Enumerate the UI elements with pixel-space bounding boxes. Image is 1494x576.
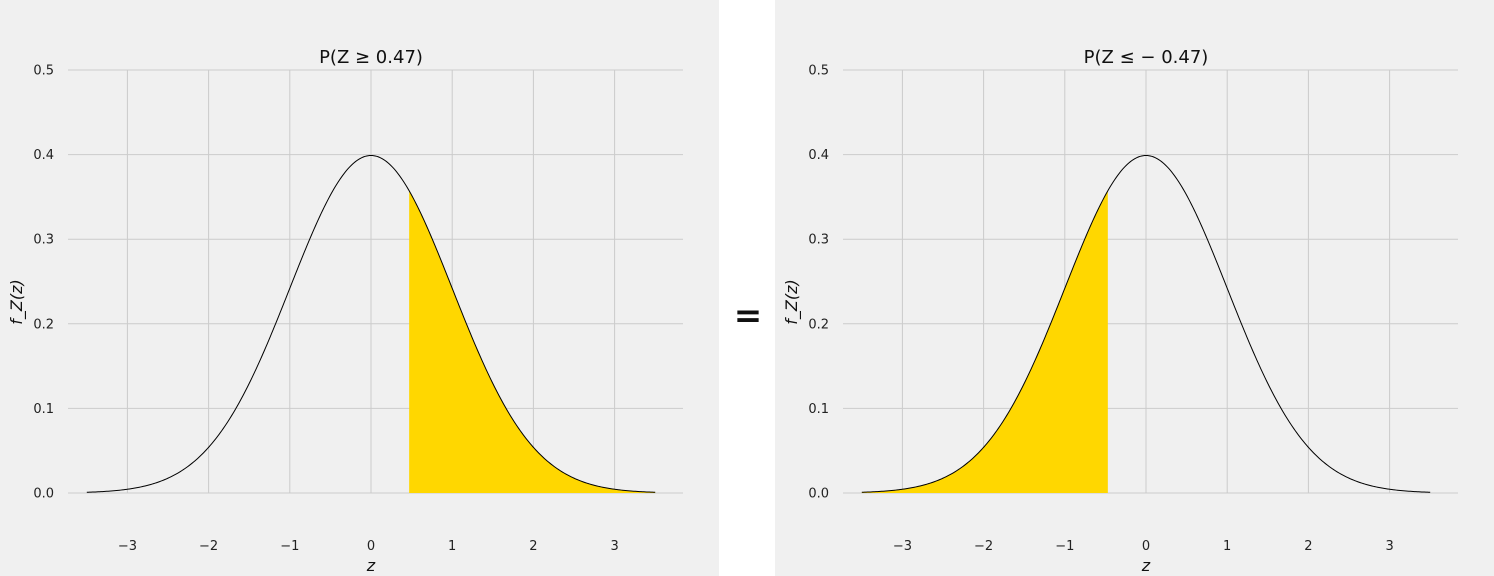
x-tick-label: 0	[1142, 539, 1150, 554]
y-tick-label: 0.0	[808, 487, 829, 502]
shaded-area	[409, 190, 656, 494]
x-tick-label: 2	[1304, 539, 1312, 554]
x-tick-label: −2	[199, 539, 218, 554]
y-tick-label: 0.1	[808, 402, 829, 417]
shaded-area	[861, 190, 1108, 494]
x-tick-label: 1	[1223, 539, 1231, 554]
x-tick-label: −3	[118, 539, 137, 554]
chart-title: P(Z ≤ − 0.47)	[1084, 47, 1209, 68]
y-tick-label: 0.0	[33, 487, 54, 502]
x-tick-label: −2	[974, 539, 993, 554]
y-axis-label: f_Z(z)	[7, 279, 27, 324]
right-plot-panel: −3 −2 −1 0 1 2 3 0.0 0.1 0.2 0.3 0.4 0.5 P(Z ≤ − 0.47…	[775, 0, 1494, 576]
y-tick-label: 0.5	[808, 64, 829, 79]
y-tick-label: 0.3	[33, 233, 54, 248]
x-tick-label: 2	[529, 539, 537, 554]
y-tick-label: 0.2	[33, 317, 54, 332]
x-tick-label: 3	[610, 539, 618, 554]
y-tick-label: 0.4	[808, 148, 829, 163]
y-tick-label: 0.5	[33, 64, 54, 79]
y-tick-label: 0.1	[33, 402, 54, 417]
y-tick-label: 0.4	[33, 148, 54, 163]
left-plot-panel: −3 −2 −1 0 1 2 3 0.0 0.1 0.2 0.3 0.4 0.5 P(Z ≥ 0.47) z…	[0, 0, 719, 576]
y-axis-label: f_Z(z)	[782, 279, 802, 324]
x-tick-label: 0	[367, 539, 375, 554]
chart-title: P(Z ≥ 0.47)	[319, 47, 423, 68]
x-axis-label: z	[1141, 556, 1151, 575]
x-tick-label: −1	[280, 539, 299, 554]
x-tick-label: −1	[1055, 539, 1074, 554]
left-chart: −3 −2 −1 0 1 2 3 0.0 0.1 0.2 0.3 0.4 0.5 P(Z ≥ 0.47) z…	[7, 47, 683, 575]
y-tick-label: 0.2	[808, 317, 829, 332]
x-axis-label: z	[366, 556, 376, 575]
equals-sign: =	[733, 296, 763, 336]
y-tick-label: 0.3	[808, 233, 829, 248]
x-tick-label: 3	[1385, 539, 1393, 554]
x-tick-label: 1	[448, 539, 456, 554]
x-tick-label: −3	[893, 539, 912, 554]
density-curve	[861, 154, 1431, 493]
density-curve	[86, 154, 656, 493]
right-chart: −3 −2 −1 0 1 2 3 0.0 0.1 0.2 0.3 0.4 0.5 P(Z ≤ − 0.47…	[782, 47, 1458, 575]
